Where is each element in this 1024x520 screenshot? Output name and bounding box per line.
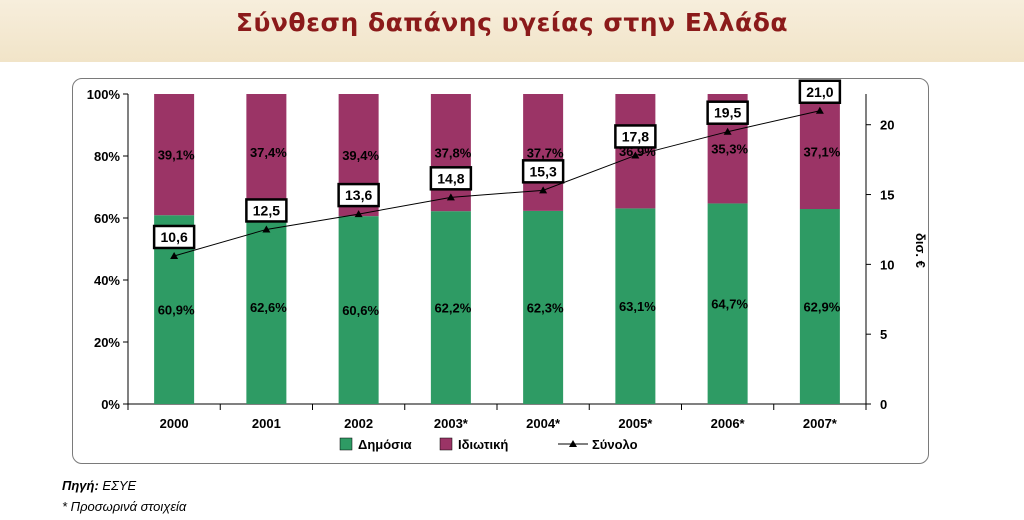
right-tick-label: 20	[880, 118, 894, 133]
bar-public	[338, 216, 379, 404]
bar-public	[246, 209, 287, 404]
total-value-box	[706, 100, 749, 125]
legend-label-total: Σύνολο	[592, 437, 638, 452]
source-line: Πηγή: ΕΣΥΕ	[62, 478, 136, 493]
total-value-box	[521, 159, 565, 184]
total-value-label: 14,8	[437, 170, 464, 186]
total-value-label: 10,6	[161, 229, 188, 245]
bar-private	[246, 94, 287, 210]
bar-public-label: 60,9%	[158, 303, 195, 318]
bar-private-label: 39,4%	[342, 148, 379, 163]
total-point-marker	[170, 251, 179, 259]
bar-public-label: 62,6%	[250, 300, 287, 315]
right-tick-label: 10	[880, 257, 894, 272]
total-point-marker	[631, 151, 640, 159]
bar-private	[154, 94, 195, 216]
bar-public-label: 60,6%	[342, 303, 379, 318]
source-label: Πηγή:	[62, 478, 99, 493]
legend-swatch-private	[439, 437, 453, 451]
bar-private-label: 37,4%	[250, 145, 287, 160]
total-value-label: 13,6	[345, 187, 372, 203]
total-point-marker	[723, 127, 732, 135]
legend-marker-total	[569, 440, 577, 447]
left-tick-label: 40%	[94, 273, 120, 288]
bar-public-label: 64,7%	[711, 297, 748, 312]
bar-private-label: 39,1%	[158, 148, 195, 163]
x-tick-label: 2001	[252, 416, 281, 431]
x-tick-label: 2005*	[618, 416, 653, 431]
bar-public	[799, 209, 840, 404]
bar-private	[615, 94, 656, 209]
left-tick-label: 100%	[87, 87, 121, 102]
total-point-marker	[262, 225, 271, 233]
total-value-box	[337, 182, 380, 208]
bar-private-label: 37,7%	[527, 145, 564, 160]
bar-public	[615, 208, 656, 404]
legend-label-private: Ιδιωτική	[458, 437, 508, 452]
source-value: ΕΣΥΕ	[102, 478, 137, 493]
total-value-box	[245, 198, 288, 223]
legend-swatch-public	[339, 437, 353, 451]
left-tick-label: 20%	[94, 335, 120, 350]
bar-private-label: 35,3%	[711, 142, 748, 157]
bar-public	[523, 210, 564, 404]
bar-public-label: 62,2%	[434, 301, 471, 316]
provisional-note: * Προσωρινά στοιχεία	[62, 499, 187, 514]
total-line	[173, 110, 820, 257]
chart-frame	[72, 78, 929, 464]
page-title: Σύνθεση δαπάνης υγείας στην Ελλάδα	[235, 8, 789, 37]
bar-public	[430, 211, 471, 404]
legend-label-public: Δημόσια	[358, 437, 412, 452]
x-tick-label: 2000	[160, 416, 189, 431]
total-value-box	[798, 79, 842, 105]
total-value-box	[429, 166, 473, 191]
x-tick-label: 2003*	[434, 416, 469, 431]
total-point-marker	[446, 193, 455, 201]
total-value-label: 19,5	[714, 105, 741, 121]
total-value-label: 15,3	[530, 163, 557, 179]
x-tick-label: 2002	[344, 416, 373, 431]
x-tick-label: 2006*	[711, 416, 746, 431]
total-value-label: 17,8	[622, 128, 649, 144]
bar-public-label: 63,1%	[619, 299, 656, 314]
x-tick-label: 2004*	[526, 416, 561, 431]
left-tick-label: 60%	[94, 211, 120, 226]
right-tick-label: 5	[880, 327, 887, 342]
total-point-marker	[539, 186, 548, 194]
total-value-box	[614, 124, 657, 149]
right-tick-label: 0	[880, 397, 887, 412]
right-tick-label: 15	[880, 188, 894, 203]
title-band	[0, 0, 1024, 62]
total-value-label: 12,5	[253, 202, 280, 218]
x-tick-label: 2007*	[803, 416, 838, 431]
total-value-label: 21,0	[806, 84, 833, 100]
bar-private-label: 37,8%	[434, 146, 471, 161]
bar-private	[430, 94, 471, 212]
right-axis-title: δισ. €	[913, 233, 928, 268]
total-point-marker	[815, 106, 824, 114]
total-point-marker	[354, 210, 363, 218]
bar-public	[707, 203, 748, 404]
total-value-box	[152, 224, 196, 250]
bar-public-label: 62,9%	[803, 300, 840, 315]
bar-private-label: 37,1%	[803, 145, 840, 160]
left-tick-label: 80%	[94, 149, 120, 164]
left-tick-label: 0%	[101, 397, 120, 412]
bar-public-label: 62,3%	[527, 300, 564, 315]
